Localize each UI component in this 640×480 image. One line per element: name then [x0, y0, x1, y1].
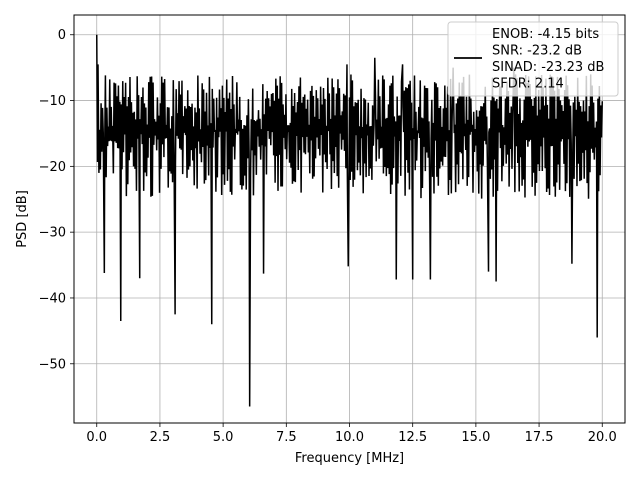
y-tick-label: −40	[39, 291, 66, 306]
x-tick-label: 15.0	[461, 430, 490, 445]
x-tick-label: 20.0	[588, 430, 617, 445]
x-axis-ticks: 0.0 2.5 5.0 7.5 10.0 12.5 15.0 17.5 20.0	[86, 423, 617, 445]
legend-entry-line: SFDR: 2.14	[492, 77, 564, 92]
y-tick-label: −10	[39, 94, 66, 109]
x-axis-label: Frequency [MHz]	[295, 451, 404, 466]
y-tick-label: −20	[39, 160, 66, 175]
legend-entry-line: SNR: -23.2 dB	[492, 44, 582, 59]
y-axis-label: PSD [dB]	[15, 190, 30, 248]
legend-entry-line: ENOB: -4.15 bits	[492, 27, 599, 42]
x-tick-label: 5.0	[213, 430, 234, 445]
y-tick-label: −50	[39, 357, 66, 372]
y-axis-ticks: 0 −10 −20 −30 −40 −50	[39, 28, 74, 372]
x-tick-label: 10.0	[335, 430, 364, 445]
psd-series-line	[96, 34, 603, 407]
legend-box	[447, 21, 619, 97]
x-tick-label: 12.5	[398, 430, 427, 445]
x-tick-label: 2.5	[150, 430, 171, 445]
y-tick-label: 0	[58, 28, 66, 43]
x-tick-label: 17.5	[525, 430, 554, 445]
x-tick-label: 0.0	[86, 430, 107, 445]
x-tick-label: 7.5	[276, 430, 297, 445]
legend-entry-line: SINAD: -23.23 dB	[492, 60, 604, 75]
y-tick-label: −30	[39, 226, 66, 241]
series-layer	[96, 34, 603, 407]
